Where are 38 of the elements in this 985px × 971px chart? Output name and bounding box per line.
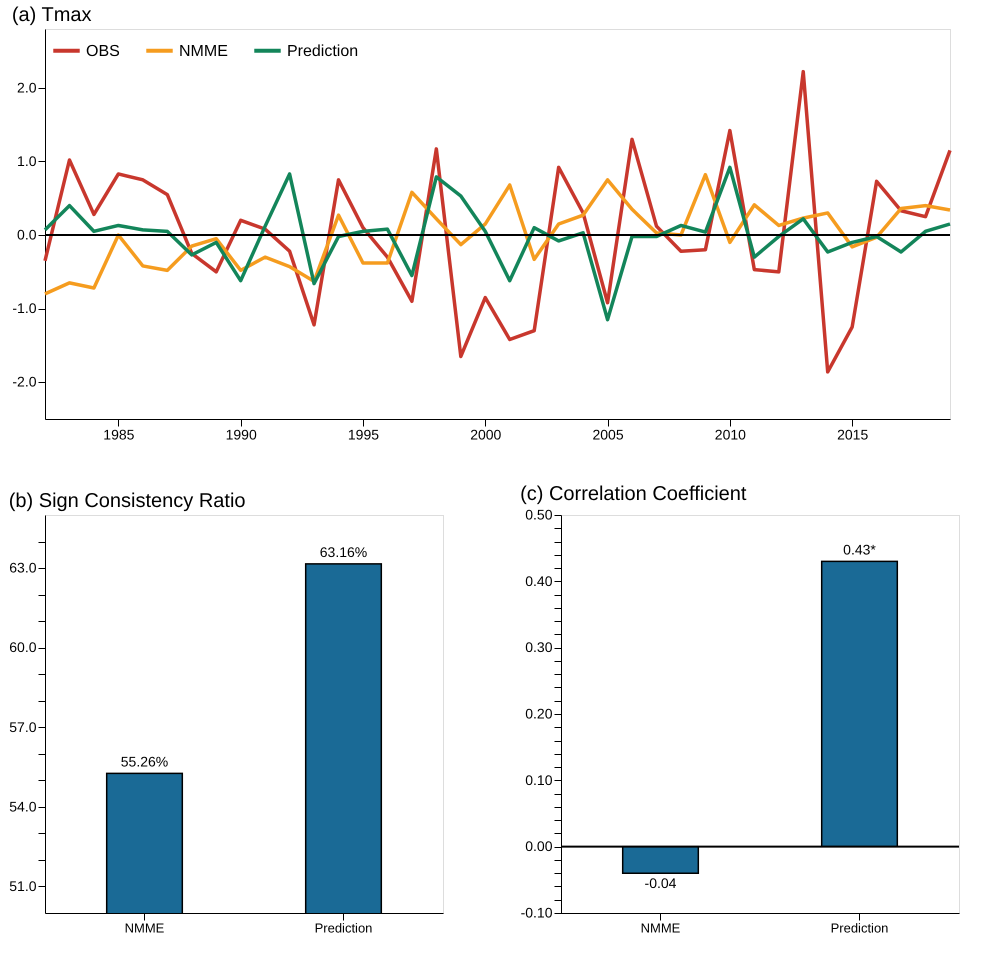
y-tick-label: 2.0 [17, 79, 37, 96]
x-tick-label: NMME [124, 920, 165, 936]
y-tick-label: 0.40 [525, 572, 553, 589]
y-tick-label: 54.0 [9, 798, 37, 814]
y-tick-label: 0.50 [525, 506, 553, 522]
y-tick-label: 0.30 [525, 639, 553, 656]
y-tick-label: 60.0 [9, 639, 37, 656]
legend-label: OBS [86, 42, 120, 60]
data-label: -0.04 [644, 875, 677, 892]
y-tick-label: 0.0 [17, 226, 37, 243]
x-tick-label: 1995 [348, 426, 380, 442]
x-tick-label: 1985 [103, 426, 135, 442]
x-tick-label: 2005 [592, 426, 624, 442]
y-tick-label: 0.00 [525, 838, 553, 854]
y-tick-label: -0.10 [520, 904, 553, 920]
chart-title: (b) Sign Consistency Ratio [8, 490, 246, 512]
x-tick-label: 2015 [837, 426, 868, 442]
y-tick-label: 0.10 [525, 772, 553, 788]
y-tick-label: 0.20 [525, 706, 553, 722]
y-tick-label: 57.0 [9, 718, 37, 735]
chart-title: (a) Tmax [12, 4, 92, 26]
y-tick-label: -2.0 [12, 374, 37, 390]
chart-title: (c) Correlation Coefficient [520, 483, 747, 505]
legend-label: Prediction [287, 42, 358, 60]
legend-label: NMME [179, 42, 228, 60]
x-tick-label: NMME [640, 920, 681, 936]
x-tick-label: 2000 [470, 426, 502, 442]
data-label: 55.26% [120, 753, 168, 770]
data-label: 0.43* [843, 541, 876, 558]
x-tick-label: Prediction [314, 920, 372, 936]
y-tick-label: -1.0 [12, 300, 37, 316]
y-tick-label: 63.0 [9, 560, 37, 576]
x-tick-label: 2010 [714, 426, 746, 442]
x-tick-label: 1990 [226, 426, 257, 442]
x-tick-label: Prediction [830, 920, 888, 936]
data-label: 63.16% [320, 544, 368, 560]
y-tick-label: 51.0 [9, 878, 37, 894]
y-tick-label: 1.0 [17, 152, 37, 169]
